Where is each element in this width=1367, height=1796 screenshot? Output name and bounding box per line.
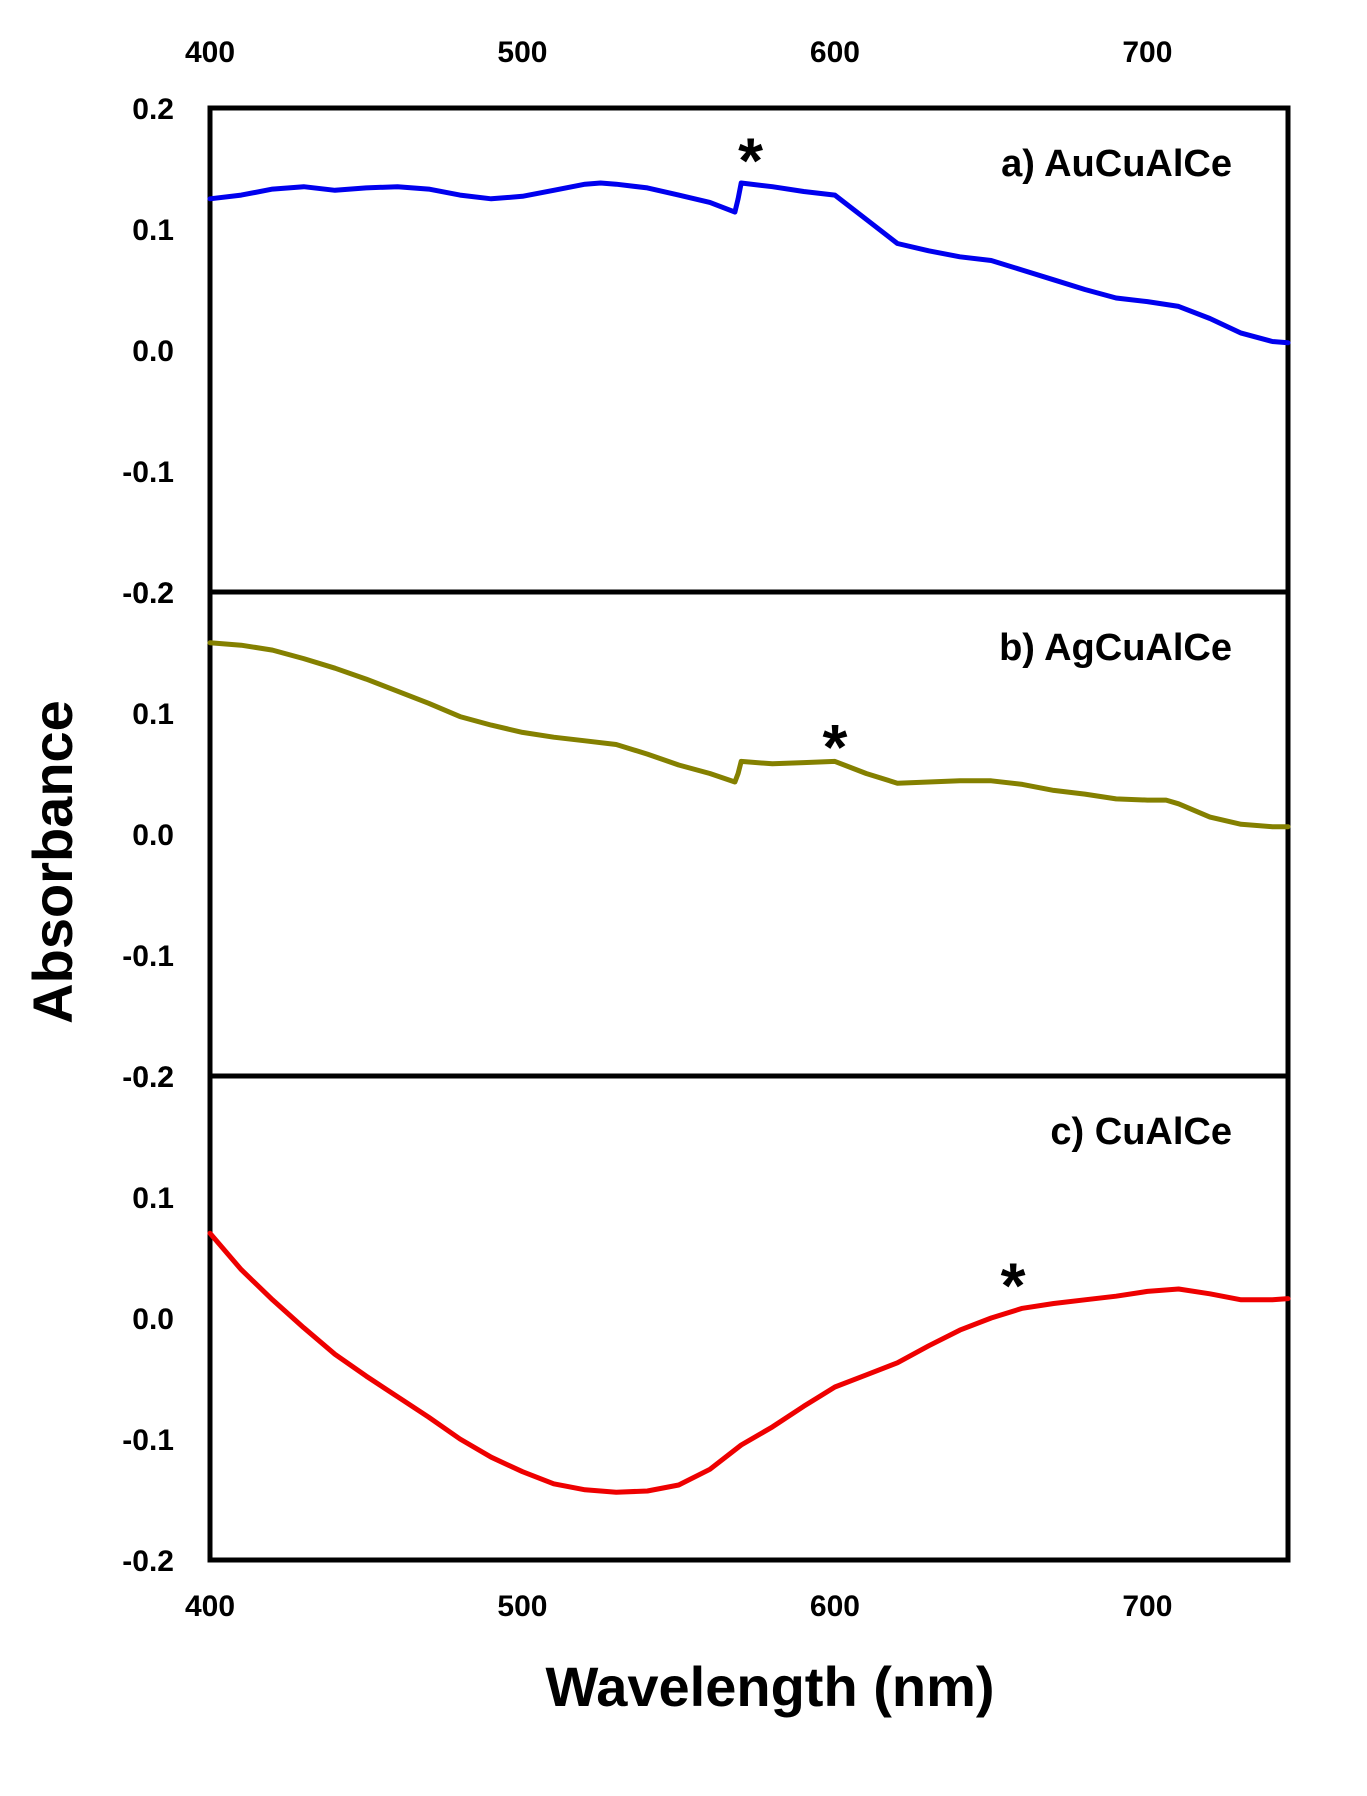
bottom-x-tick-label: 700 — [1122, 1590, 1172, 1623]
panel-c-asterisk-marker: * — [1001, 1250, 1026, 1322]
panel-b-label: b) AgCuAlCe — [999, 627, 1232, 669]
panel-b-y-tick-label: -0.1 — [122, 940, 174, 973]
panel-a-series-line — [207, 180, 1291, 346]
panel-c-y-tick-label: -0.1 — [122, 1424, 174, 1457]
y-axis-title: Absorbance — [21, 700, 84, 1024]
top-x-tick-label: 500 — [497, 36, 547, 69]
panel-a-asterisk-marker: * — [738, 124, 763, 196]
panel-c-y-tick-label: -0.2 — [122, 1545, 174, 1578]
top-x-tick-label: 600 — [810, 36, 860, 69]
panel-a: 0.2 0.1 0.0 -0.1 -0.2 a) AuCuAlCe * — [122, 93, 1291, 610]
panel-c-y-tick-label: 0.0 — [132, 1303, 174, 1336]
panel-b-series-line — [207, 640, 1291, 830]
x-axis-title: Wavelength (nm) — [545, 1655, 994, 1718]
panel-c: 0.2 0.1 0.0 -0.1 -0.2 c) CuAlCe * — [122, 1061, 1291, 1578]
panel-a-y-tick-label: 0.1 — [132, 214, 174, 247]
panel-a-y-tick-label: -0.1 — [122, 456, 174, 489]
panels-layer: 0.2 0.1 0.0 -0.1 -0.2 a) AuCuAlCe * 0.2 0.1 0.0 -0… — [122, 93, 1291, 1578]
panel-c-frame — [207, 1073, 1291, 1563]
top-x-axis: 400 500 600 700 — [185, 36, 1172, 69]
panel-c-y-tick-label: 0.2 — [132, 1061, 174, 1094]
panel-b-y-tick-label: 0.0 — [132, 819, 174, 852]
panel-b-y-tick-label: -0.2 — [122, 1061, 174, 1094]
panel-b-y-tick-label: 0.2 — [132, 577, 174, 610]
panel-a-y-tick-label: 0.0 — [132, 335, 174, 368]
bottom-x-tick-label: 400 — [185, 1590, 235, 1623]
bottom-x-tick-label: 500 — [497, 1590, 547, 1623]
bottom-x-axis: 400 500 600 700 — [185, 1590, 1172, 1623]
panel-b: 0.2 0.1 0.0 -0.1 -0.2 b) AgCuAlCe * — [122, 577, 1291, 1094]
panel-b-y-tick-label: 0.1 — [132, 698, 174, 731]
top-x-tick-label: 400 — [185, 36, 235, 69]
bottom-x-tick-label: 600 — [810, 1590, 860, 1623]
panel-a-y-tick-label: 0.2 — [132, 93, 174, 126]
panel-a-label: a) AuCuAlCe — [1001, 143, 1232, 185]
top-x-tick-label: 700 — [1122, 36, 1172, 69]
panel-c-label: c) CuAlCe — [1050, 1111, 1232, 1153]
panel-c-y-tick-label: 0.1 — [132, 1182, 174, 1215]
panel-c-series-line — [207, 1230, 1291, 1495]
panel-a-y-tick-label: -0.2 — [122, 577, 174, 610]
panel-b-asterisk-marker: * — [822, 711, 847, 783]
